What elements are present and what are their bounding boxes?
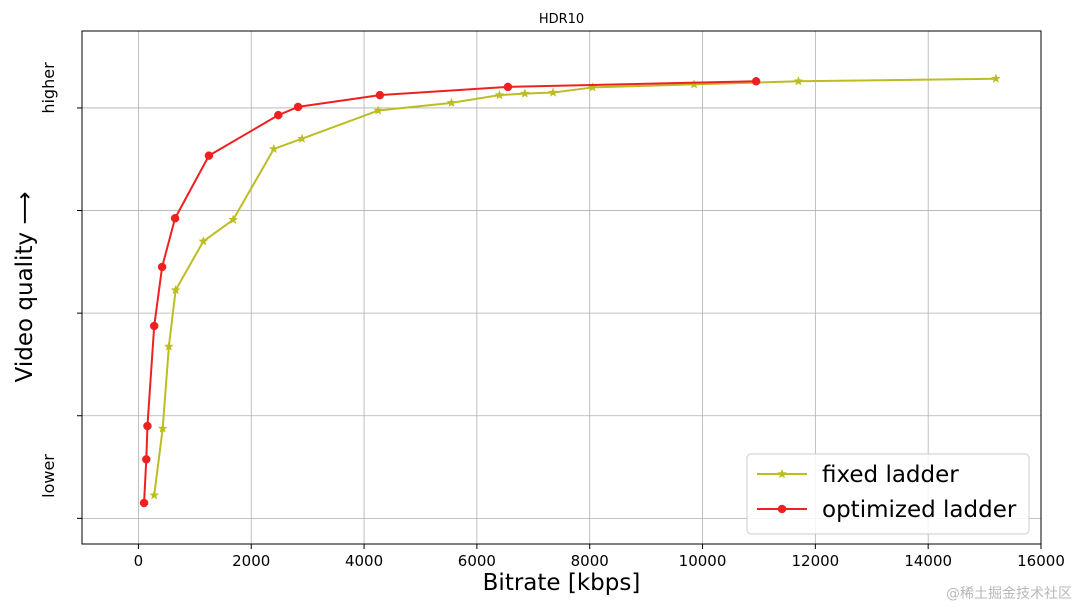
data-point (139, 498, 149, 508)
data-point (494, 89, 505, 100)
x-tick-label: 14000 (904, 552, 952, 570)
y-tick-label-higher: higher (39, 62, 58, 114)
data-point (446, 97, 457, 108)
x-axis-label: Bitrate [kbps] (483, 570, 641, 596)
legend-box (746, 453, 1030, 535)
x-tick-label: 10000 (679, 552, 727, 570)
plot-frame (81, 30, 1042, 545)
legend-label: optimized ladder (822, 497, 1017, 523)
data-point (268, 143, 279, 154)
data-point (157, 262, 167, 272)
legend-label: fixed ladder (822, 462, 959, 488)
data-point (751, 77, 761, 86)
axis-ticks: 0 2000 4000 6000 8000 10000 12000 14000 16000 (77, 107, 1065, 570)
data-point (373, 105, 384, 115)
data-point (297, 133, 307, 143)
data-point (143, 421, 152, 431)
legend-item: fixed ladder (757, 462, 959, 488)
x-tick-label: 8000 (571, 552, 609, 570)
data-point (198, 236, 209, 246)
series-lines (139, 73, 1001, 508)
data-point (274, 110, 283, 120)
y-tick-label-lower: lower (39, 454, 58, 498)
x-tick-label: 4000 (345, 552, 383, 570)
data-point (142, 455, 151, 464)
data-point (204, 151, 214, 160)
data-point (990, 73, 1001, 83)
data-point (519, 88, 530, 98)
data-point (170, 284, 181, 295)
x-tick-label: 6000 (458, 552, 496, 570)
series-optimized-ladder (139, 77, 761, 508)
data-point (149, 490, 160, 500)
data-point (157, 423, 168, 433)
legend-marker (777, 468, 787, 479)
data-point (149, 321, 159, 331)
x-tick-label: 0 (134, 552, 144, 570)
data-point (163, 341, 174, 351)
watermark: @稀土掘金技术社区 (946, 586, 1072, 602)
data-point (293, 102, 303, 112)
data-point (793, 76, 804, 86)
legend-marker (777, 504, 787, 514)
y-axis-label: Video quality ⟶ (12, 192, 38, 383)
data-point (228, 214, 239, 224)
series-line-optimized-ladder (143, 80, 757, 504)
x-tick-label: 12000 (791, 552, 839, 570)
data-point (503, 82, 513, 92)
x-tick-label: 2000 (232, 552, 270, 570)
legend: fixed ladder optimized ladder (746, 453, 1030, 535)
data-point (548, 87, 558, 97)
x-tick-label: 16000 (1017, 552, 1065, 570)
data-point (375, 90, 385, 100)
legend-item: optimized ladder (757, 497, 1017, 523)
chart-title: HDR10 (539, 12, 584, 27)
data-point (170, 213, 180, 223)
